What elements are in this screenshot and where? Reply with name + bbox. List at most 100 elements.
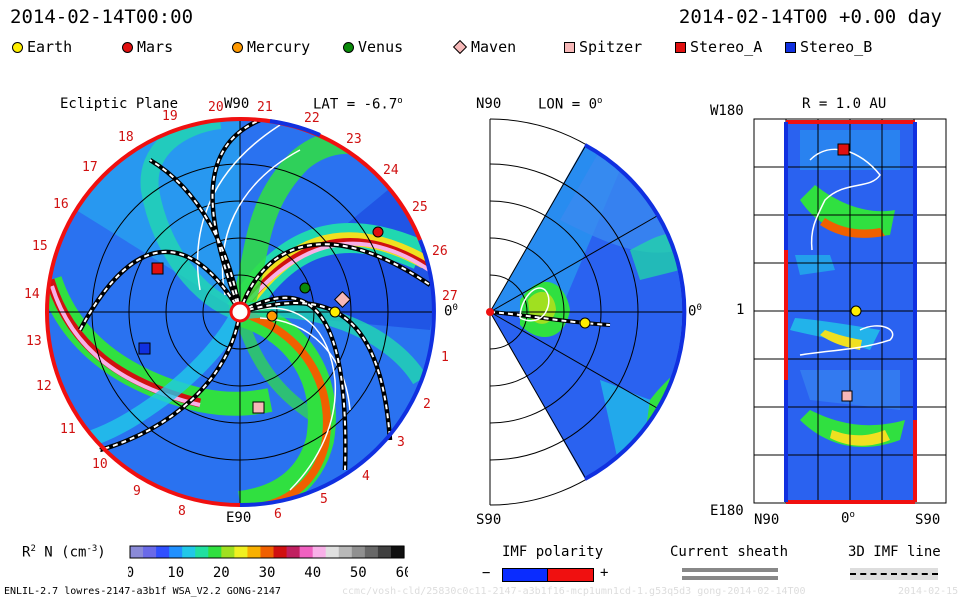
legend-item-spitzer: Spitzer <box>564 38 642 56</box>
map-earth-marker <box>850 305 862 317</box>
legend-item-earth: Earth <box>12 38 72 56</box>
map-spitzer-marker <box>841 390 853 402</box>
sector-label-1: 1 <box>441 350 449 365</box>
ecliptic-lat-label: LAT = -6.7o <box>313 96 403 113</box>
legend-label-spitzer: Spitzer <box>579 38 643 56</box>
sector-label-12: 12 <box>36 379 52 394</box>
sector-label-9: 9 <box>133 484 141 499</box>
sector-label-4: 4 <box>362 469 370 484</box>
sector-label-14: 14 <box>24 287 40 302</box>
colorbar-segment <box>273 546 288 558</box>
meridional-zero-label: 00 <box>688 303 702 320</box>
sector-label-19: 19 <box>162 109 178 124</box>
forecast-title: 2014-02-14T00 +0.00 day <box>678 6 942 28</box>
spitzer-marker-icon <box>564 41 575 53</box>
colorbar-tick-60: 60 <box>396 565 408 581</box>
legend-label-maven: Maven <box>471 38 517 56</box>
colorbar-segment <box>390 546 405 558</box>
datetime-title: 2014-02-14T00:00 <box>10 6 194 28</box>
mercury-marker <box>266 310 278 322</box>
ecliptic-imf-lines <box>79 119 431 471</box>
stereo-b-marker <box>138 342 151 355</box>
colorbar-segment <box>338 546 353 558</box>
colorbar-segment <box>351 546 366 558</box>
venus-marker <box>299 282 311 294</box>
colorbar-segment <box>221 546 235 558</box>
meridional-lon-label: LON = 0o <box>538 96 603 113</box>
map-xtick-n90: N90 <box>754 512 780 528</box>
stereo-a-marker-icon <box>675 41 686 53</box>
stereo-a-marker <box>151 262 164 275</box>
map-xtick-s90: S90 <box>915 512 941 528</box>
meridional-n90-label: N90 <box>476 96 502 112</box>
mars-marker-icon <box>122 41 133 53</box>
sector-label-24: 24 <box>383 163 399 178</box>
ecliptic-zero-label: 00 <box>444 303 458 320</box>
sector-label-6: 6 <box>274 507 282 522</box>
legend-label-venus: Venus <box>358 38 404 56</box>
map-mid-label: 1 <box>736 302 745 318</box>
sector-label-3: 3 <box>397 435 405 450</box>
legend: Earth Mars Mercury Venus Maven Spitzer S… <box>0 38 960 60</box>
sector-label-25: 25 <box>412 200 428 215</box>
legend-label-stereo-a: Stereo_A <box>690 38 763 56</box>
legend-item-maven: Maven <box>452 38 517 56</box>
sector-label-16: 16 <box>53 197 69 212</box>
ecliptic-sector-labels: 1 2 3 4 5 6 8 9 10 11 12 13 14 15 16 17 … <box>24 100 458 522</box>
sector-label-17: 17 <box>82 160 98 175</box>
mars-marker <box>372 226 384 238</box>
ecliptic-polarity-arc-west <box>45 117 241 507</box>
colorbar-tick-50: 50 <box>350 565 367 581</box>
sector-label-15: 15 <box>32 239 48 254</box>
map-plot <box>753 118 947 504</box>
colorbar-tick-40: 40 <box>304 565 321 581</box>
legend-label-mercury: Mercury <box>247 38 311 56</box>
sector-label-22: 22 <box>304 111 320 126</box>
sector-label-8: 8 <box>178 504 186 519</box>
sector-label-26: 26 <box>432 244 448 259</box>
ecliptic-e90-label: E90 <box>226 510 252 526</box>
colorbar-tick-30: 30 <box>259 565 276 581</box>
colorbar-segment <box>260 546 275 558</box>
sector-label-21: 21 <box>257 100 273 115</box>
sector-label-2: 2 <box>423 397 431 412</box>
meridional-s90-label: S90 <box>476 512 502 528</box>
earth-marker <box>329 306 341 318</box>
spitzer-marker <box>252 401 265 414</box>
map-e180-label: E180 <box>710 503 744 519</box>
map-xtick-0: 0o <box>841 510 855 527</box>
imf-polarity-minus: − <box>482 565 491 581</box>
legend-label-mars: Mars <box>137 38 174 56</box>
legend-label-stereo-b: Stereo_B <box>800 38 873 56</box>
colorbar-segment <box>325 546 340 558</box>
current-sheath-swatch-1 <box>682 568 778 572</box>
ecliptic-title: Ecliptic Plane <box>60 96 179 112</box>
colorbar-segment <box>299 546 314 558</box>
colorbar-segment <box>156 546 170 558</box>
sector-label-13: 13 <box>26 334 42 349</box>
sector-label-27: 27 <box>442 289 458 304</box>
meridional-earth-marker <box>579 317 591 329</box>
colorbar-segment <box>286 546 301 558</box>
colorbar: 0 10 20 30 40 50 60 <box>128 545 408 581</box>
ecliptic-current-sheet <box>196 124 351 491</box>
colorbar-segment <box>234 546 249 558</box>
footer-version: ENLIL-2.7 lowres-2147-a3b1f WSA_V2.2 GON… <box>4 586 281 597</box>
colorbar-tick-0: 0 <box>128 565 134 581</box>
earth-marker-icon <box>12 41 23 53</box>
imf-line-swatch <box>850 573 938 575</box>
sector-label-23: 23 <box>346 132 362 147</box>
colorbar-segment <box>208 546 222 558</box>
colorbar-segment <box>169 546 183 558</box>
maven-marker <box>334 291 351 308</box>
colorbar-segment <box>364 546 379 558</box>
sector-label-10: 10 <box>92 457 108 472</box>
colorbar-tick-10: 10 <box>167 565 184 581</box>
ecliptic-w90-label: W90 <box>224 96 250 112</box>
imf-polarity-negative-swatch <box>502 568 549 582</box>
legend-item-mercury: Mercury <box>232 38 310 56</box>
sector-label-20: 20 <box>208 100 224 115</box>
colorbar-segment <box>377 546 392 558</box>
current-sheath-swatch-2 <box>682 576 778 580</box>
footer-url: ccmc/vosh-cld/25830c0c11-2147-a3b1f16-mc… <box>342 586 806 597</box>
